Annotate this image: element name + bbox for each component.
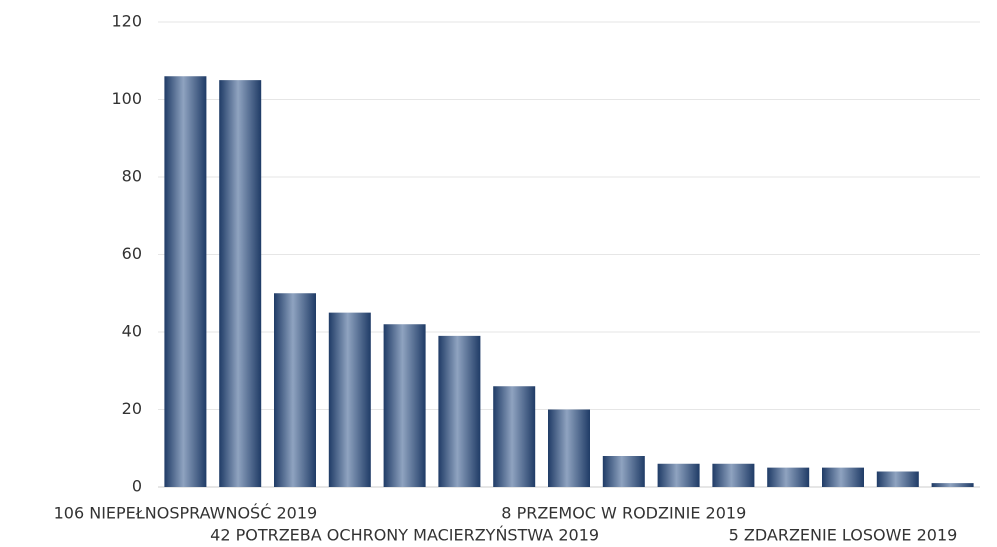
bar [931,483,974,487]
bar [822,467,864,487]
bar [274,293,316,487]
y-tick-label: 100 [111,89,142,108]
bar [438,335,481,487]
x-tick-label: 106 NIEPEŁNOSPRAWNOŚĆ 2019 [54,504,318,523]
bar [328,312,371,487]
y-tick-label: 20 [122,399,142,418]
bar [657,463,700,487]
x-tick-label: 42 POTRZEBA OCHRONY MACIERZYŃSTWA 2019 [210,526,599,545]
y-tick-label: 40 [122,322,142,341]
bar [876,471,919,487]
bar [602,456,645,487]
bar [383,324,426,487]
bar [767,467,810,487]
y-tick-label: 80 [122,167,142,186]
bar [548,409,590,487]
x-tick-label: 5 ZDARZENIE LOSOWE 2019 [729,526,958,545]
x-tick-label: 8 PRZEMOC W RODZINIE 2019 [501,504,746,523]
y-tick-label: 120 [111,12,142,31]
bar [164,76,207,487]
bar [712,463,755,487]
y-tick-label: 60 [122,244,142,263]
bar [493,386,536,487]
y-tick-label: 0 [132,477,142,496]
bar [219,80,262,487]
